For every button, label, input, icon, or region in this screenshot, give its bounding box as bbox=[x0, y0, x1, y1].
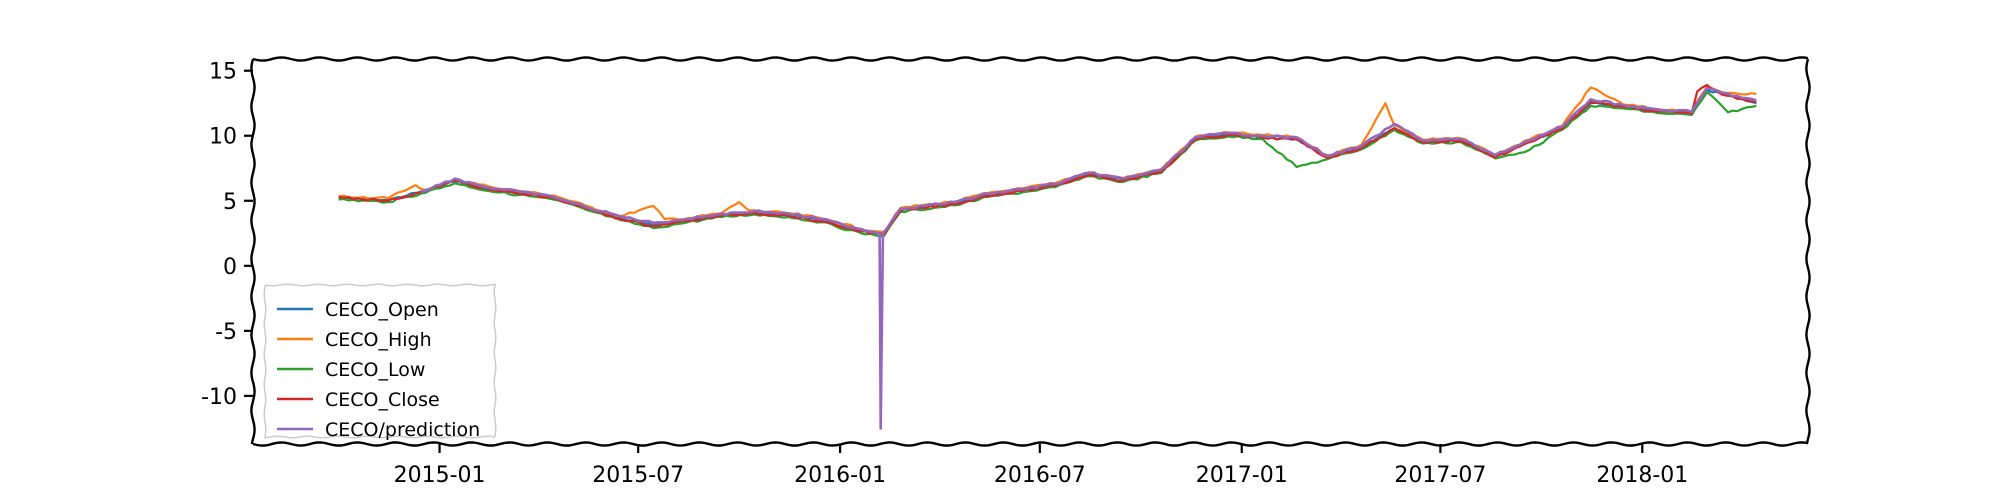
x-tick-label: 2015-01 bbox=[394, 463, 486, 488]
legend-entry-label: CECO_High bbox=[325, 329, 432, 351]
series-line-ceco-open bbox=[338, 89, 1757, 235]
series-line-ceco-close bbox=[338, 83, 1757, 236]
x-tick-label: 2018-01 bbox=[1596, 463, 1688, 488]
legend-entry-label: CECO/prediction bbox=[325, 419, 480, 441]
series-line-ceco-high bbox=[338, 85, 1757, 234]
series-line-ceco-prediction bbox=[420, 87, 1757, 430]
y-tick-label: 5 bbox=[223, 190, 237, 215]
x-tick-label: 2015-07 bbox=[592, 463, 684, 488]
series-line-ceco-low bbox=[338, 91, 1757, 238]
legend-entry-label: CECO_Open bbox=[325, 299, 439, 321]
frame-bottom-spine bbox=[252, 441, 1809, 447]
legend-box bbox=[263, 283, 497, 439]
axes: 15 10 5 0 -5 -10 2015-01 2015-07 2016-01 2016-07 2… bbox=[201, 56, 1811, 488]
y-tick-label: -5 bbox=[215, 320, 237, 345]
frame-right-spine bbox=[1805, 58, 1811, 445]
x-tick-label: 2017-07 bbox=[1394, 463, 1486, 488]
frame-top-spine bbox=[252, 56, 1809, 62]
y-tick-label: -10 bbox=[201, 385, 237, 410]
legend-entry-label: CECO_Low bbox=[325, 359, 425, 381]
y-tick-label: 15 bbox=[209, 60, 237, 85]
y-tick-label: 0 bbox=[223, 255, 237, 280]
x-tick-label: 2016-01 bbox=[794, 463, 886, 488]
legend: CECO_Open CECO_High CECO_Low CECO_Close CECO… bbox=[263, 283, 497, 441]
series-lines bbox=[338, 83, 1757, 430]
frame-left-spine bbox=[250, 58, 256, 445]
legend-entry-label: CECO_Close bbox=[325, 389, 440, 411]
y-tick-label: 10 bbox=[209, 125, 237, 150]
x-tick-label: 2016-07 bbox=[994, 463, 1086, 488]
x-tick-label: 2017-01 bbox=[1196, 463, 1288, 488]
